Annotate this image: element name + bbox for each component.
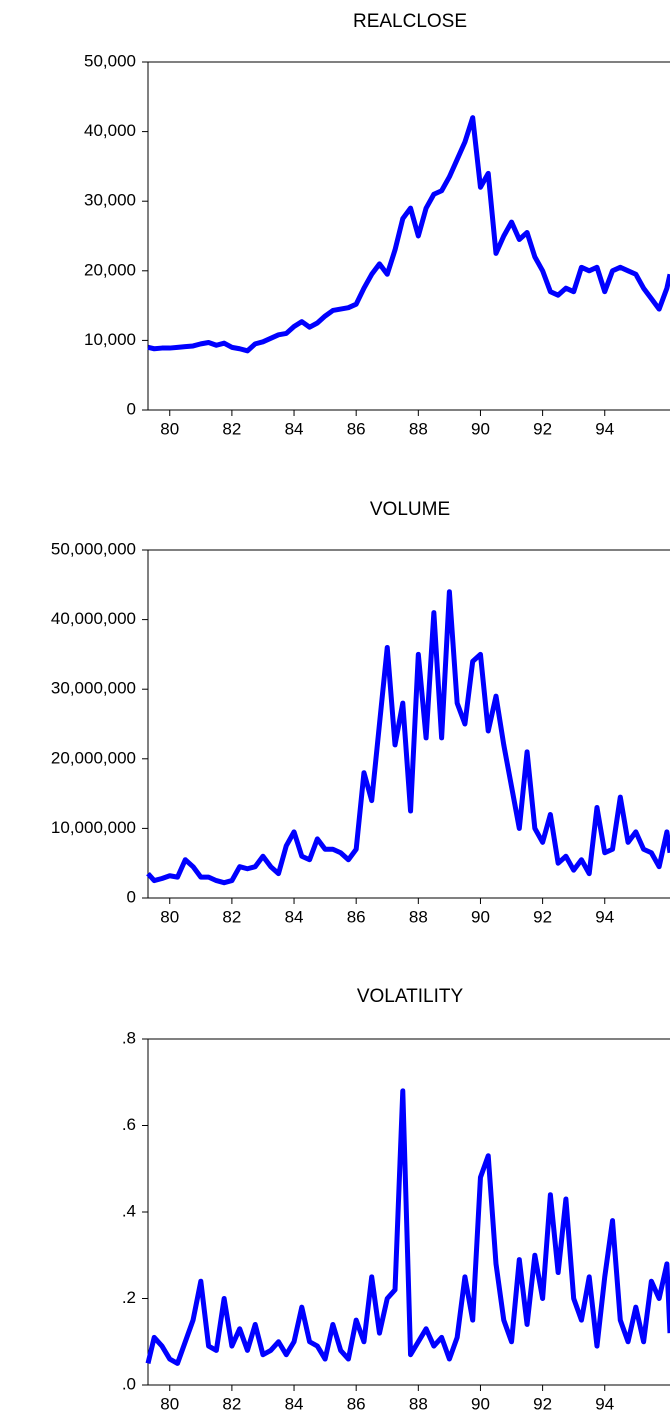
y-tick-label: 0 bbox=[127, 887, 136, 906]
y-tick-label: 30,000 bbox=[84, 191, 136, 210]
x-tick-label: 90 bbox=[471, 419, 490, 438]
x-tick-label: 86 bbox=[347, 907, 366, 926]
x-tick-label: 82 bbox=[222, 1394, 241, 1413]
x-tick-label: 88 bbox=[409, 1394, 428, 1413]
y-tick-label: .0 bbox=[122, 1374, 136, 1393]
plot-frame bbox=[147, 61, 670, 411]
x-tick-label: 86 bbox=[347, 419, 366, 438]
y-tick-label: .8 bbox=[122, 1028, 136, 1047]
x-tick-label: 86 bbox=[347, 1394, 366, 1413]
x-tick-label: 82 bbox=[222, 419, 241, 438]
chart-title: VOLATILITY bbox=[357, 986, 464, 1007]
x-tick-label: 90 bbox=[471, 1394, 490, 1413]
y-tick-label: 30,000,000 bbox=[51, 679, 136, 698]
x-tick-label: 88 bbox=[409, 419, 428, 438]
data-line bbox=[145, 1088, 670, 1366]
y-tick-label: 40,000,000 bbox=[51, 609, 136, 628]
x-tick-label: 88 bbox=[409, 907, 428, 926]
y-tick-label: 10,000 bbox=[84, 330, 136, 349]
chart-title: REALCLOSE bbox=[353, 11, 467, 32]
x-tick-label: 84 bbox=[285, 419, 304, 438]
y-tick-label: 0 bbox=[127, 399, 136, 418]
x-tick-label: 80 bbox=[160, 907, 179, 926]
plot-frame bbox=[147, 549, 670, 899]
y-tick-label: 50,000,000 bbox=[51, 539, 136, 558]
x-tick-label: 82 bbox=[222, 907, 241, 926]
x-tick-label: 84 bbox=[285, 1394, 304, 1413]
x-tick-label: 80 bbox=[160, 419, 179, 438]
x-tick-label: 84 bbox=[285, 907, 304, 926]
x-tick-label: 94 bbox=[595, 1394, 614, 1413]
x-tick-label: 90 bbox=[471, 907, 490, 926]
x-tick-label: 80 bbox=[160, 1394, 179, 1413]
y-tick-label: .2 bbox=[122, 1288, 136, 1307]
y-tick-label: 40,000 bbox=[84, 121, 136, 140]
x-tick-label: 92 bbox=[533, 1394, 552, 1413]
y-tick-label: 50,000 bbox=[84, 51, 136, 70]
y-tick-label: .6 bbox=[122, 1115, 136, 1134]
x-tick-label: 94 bbox=[595, 419, 614, 438]
y-tick-label: 20,000 bbox=[84, 260, 136, 279]
data-line bbox=[146, 589, 670, 886]
x-tick-label: 92 bbox=[533, 419, 552, 438]
x-tick-label: 94 bbox=[595, 907, 614, 926]
y-tick-label: 20,000,000 bbox=[51, 748, 136, 767]
data-line bbox=[147, 115, 670, 354]
y-tick-label: 10,000,000 bbox=[51, 818, 136, 837]
chart-title: VOLUME bbox=[370, 499, 450, 520]
y-tick-label: .4 bbox=[122, 1201, 136, 1220]
x-tick-label: 92 bbox=[533, 907, 552, 926]
